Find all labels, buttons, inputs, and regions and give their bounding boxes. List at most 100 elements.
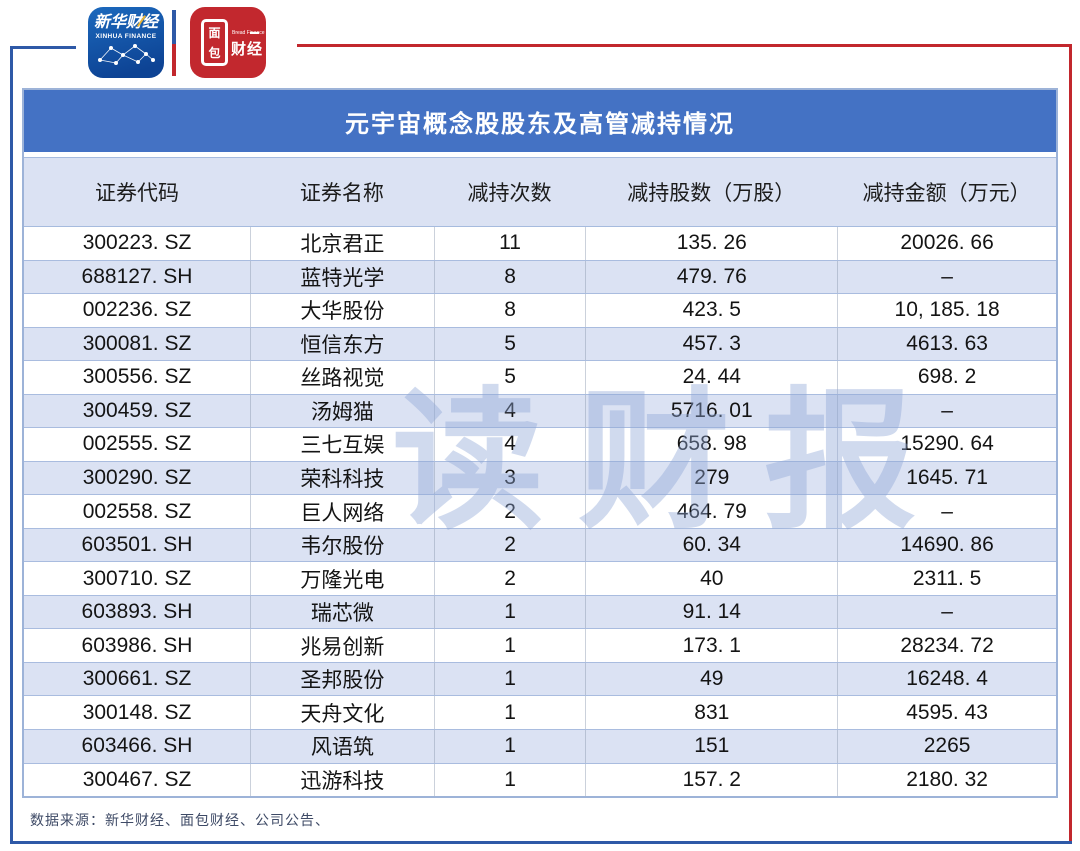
stock-name: 北京君正 [250,227,434,260]
reduction-amount: 14690. 86 [837,528,1056,562]
stock-code: 603466. SH [81,734,193,758]
stock-code: 300148. SZ [82,700,192,724]
reduction-count: 2 [433,495,586,528]
xinhua-finance-logo: 新华财经 XINHUA FINANCE [88,7,164,78]
stock-name: 迅游科技 [250,763,434,797]
table-row: 603986. SH 兆易创新 1 173. 1 28234. 72 [24,628,1056,662]
stock-name: 兆易创新 [250,629,434,662]
table-row: 300459. SZ 汤姆猫 4 5716. 01– [24,393,1056,428]
frame-left-border [10,46,13,844]
column-header-stock-code: 证券代码 [95,182,179,205]
reduction-shares: 91. 14 [585,595,837,629]
reduction-shares: 135. 26 [585,227,837,260]
table-row: 300081. SZ 恒信东方 5 457. 3 4613. 63 [24,326,1056,361]
reduction-amount: – [837,394,1056,428]
reduction-count: 8 [433,260,586,294]
reduction-count: 11 [433,227,586,260]
frame-top-left-line [10,46,76,49]
table-row: 002555. SZ 三七互娱 4 658. 98 15290. 64 [24,427,1056,461]
logo-divider-bar [172,10,176,76]
reduction-amount: 698. 2 [837,361,1056,394]
table-row: 688127. SH 蓝特光学 8 479. 76– [24,259,1056,294]
stock-code: 300467. SZ [82,767,192,791]
stock-code: 300223. SZ [82,231,192,255]
stock-code: 688127. SH [81,264,193,288]
reduction-amount: 10, 185. 18 [837,294,1056,327]
bread-logo-char-bottom: 包 [208,45,221,60]
reduction-shares: 658. 98 [585,428,837,461]
reduction-amount: 4595. 43 [837,696,1056,729]
divider-red-segment [172,44,176,76]
reduction-shares: 151 [585,729,837,763]
stock-code: 300661. SZ [82,667,192,691]
stock-name: 蓝特光学 [250,260,434,294]
divider-blue-segment [172,10,176,45]
stock-name: 圣邦股份 [250,662,434,696]
stock-code: 603986. SH [81,633,193,657]
reduction-table: 元宇宙概念股股东及高管减持情况 证券代码 证券名称 减持次数 减持股数（万股） 减持金额… [22,88,1058,798]
reduction-shares: 464. 79 [585,495,837,528]
stock-name: 三七互娱 [250,428,434,461]
stock-code: 300710. SZ [82,566,192,590]
reduction-count: 3 [433,461,586,495]
reduction-amount: 20026. 66 [837,227,1056,260]
reduction-amount: – [837,595,1056,629]
stock-code: 300556. SZ [82,365,192,389]
stock-name: 丝路视觉 [250,361,434,394]
table-row: 300710. SZ 万隆光电 2 40 2311. 5 [24,561,1056,595]
reduction-count: 1 [433,629,586,662]
table-body: 300223. SZ 北京君正 11 135. 26 20026. 66 688127. … [24,227,1056,797]
reduction-amount: 28234. 72 [837,629,1056,662]
reduction-count: 5 [433,361,586,394]
table-row: 300556. SZ 丝路视觉 5 24. 44 698. 2 [24,360,1056,394]
bread-logo-subtitle: Bread Finance [232,30,265,36]
reduction-count: 1 [433,729,586,763]
reduction-shares: 49 [585,662,837,696]
stock-name: 恒信东方 [250,327,434,361]
reduction-count: 1 [433,763,586,797]
reduction-shares: 479. 76 [585,260,837,294]
stock-code: 002558. SZ [82,499,192,523]
reduction-count: 5 [433,327,586,361]
stock-code: 002236. SZ [82,298,192,322]
stock-name: 韦尔股份 [250,528,434,562]
column-header-stock-name: 证券名称 [299,182,384,205]
reduction-amount: 2180. 32 [837,763,1056,797]
stock-name: 大华股份 [250,294,434,327]
reduction-shares: 157. 2 [585,763,837,797]
stock-name: 天舟文化 [250,696,434,729]
table-row: 300223. SZ 北京君正 11 135. 26 20026. 66 [24,227,1056,260]
reduction-count: 1 [433,662,586,696]
table-header-row: 证券代码 证券名称 减持次数 减持股数（万股） 减持金额（万元） [24,157,1056,227]
bread-logo-char-top: 面 [208,26,221,41]
reduction-shares: 24. 44 [585,361,837,394]
table-row: 603893. SH 瑞芯微 1 91. 14– [24,594,1056,629]
reduction-shares: 173. 1 [585,629,837,662]
reduction-count: 4 [433,428,586,461]
table-title: 元宇宙概念股股东及高管减持情况 [24,90,1056,152]
column-header-reduction-shares: 减持股数（万股） [627,182,796,205]
table-row: 603501. SH 韦尔股份 2 60. 34 14690. 86 [24,527,1056,562]
stock-code: 603501. SH [81,533,193,557]
reduction-count: 1 [433,696,586,729]
table-row: 603466. SH 风语筑 1 151 2265 [24,728,1056,763]
table-row: 002236. SZ 大华股份 8 423. 5 10, 185. 18 [24,293,1056,327]
bread-logo-wordmark: 财经 [231,41,264,58]
frame-right-border [1069,44,1072,844]
column-header-reduction-count: 减持次数 [467,182,552,205]
reduction-shares: 831 [585,696,837,729]
xinhua-logo-title: 新华财经 [93,14,158,31]
bread-logo-seal: 面 包 [201,19,228,66]
reduction-shares: 423. 5 [585,294,837,327]
reduction-amount: 2265 [837,729,1056,763]
stock-name: 万隆光电 [250,562,434,595]
reduction-shares: 457. 3 [585,327,837,361]
bread-finance-logo: 面 包 Bread Finance 财经 [190,7,266,78]
reduction-amount: 2311. 5 [837,562,1056,595]
reduction-count: 2 [433,562,586,595]
reduction-amount: 1645. 71 [837,461,1056,495]
table-row: 300148. SZ 天舟文化 1 831 4595. 43 [24,695,1056,729]
reduction-shares: 5716. 01 [585,394,837,428]
stock-code: 300290. SZ [82,465,192,489]
